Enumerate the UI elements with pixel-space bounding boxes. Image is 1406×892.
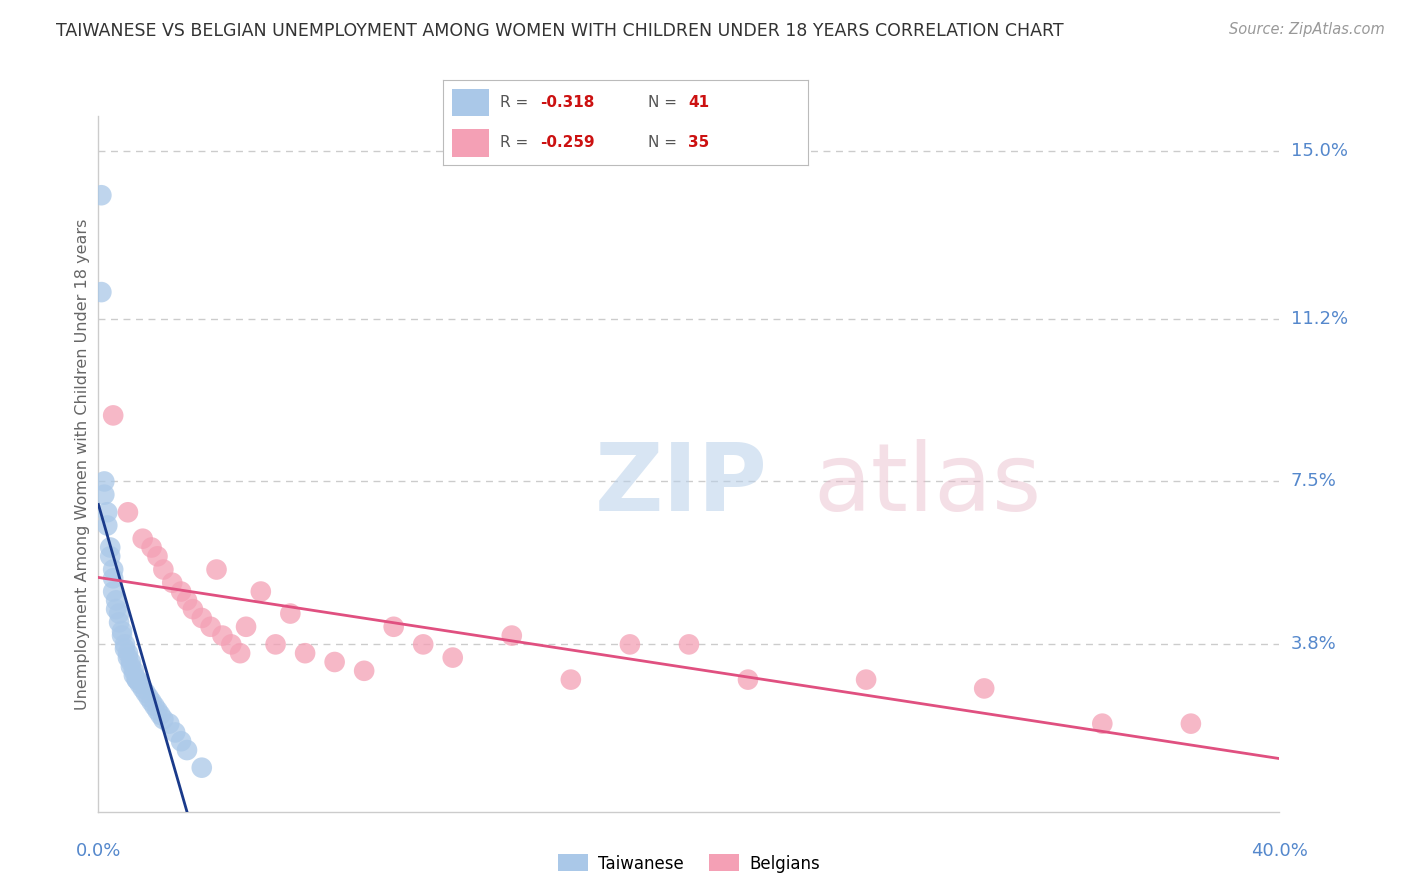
Point	[128, 677, 150, 691]
Point	[146, 703, 169, 717]
Point	[264, 637, 287, 651]
Point	[235, 620, 257, 634]
Point	[211, 629, 233, 643]
Point	[141, 541, 163, 555]
Point	[219, 637, 242, 651]
Point	[103, 409, 125, 423]
Point	[973, 681, 995, 696]
Text: N =: N =	[648, 136, 676, 151]
Point	[122, 668, 145, 682]
Point	[170, 734, 193, 748]
Point	[114, 641, 136, 656]
Point	[152, 712, 174, 726]
Point	[132, 532, 155, 546]
Point	[181, 602, 204, 616]
Text: ZIP: ZIP	[595, 439, 768, 531]
Point	[135, 686, 157, 700]
Legend: Taiwanese, Belgians: Taiwanese, Belgians	[551, 847, 827, 880]
Point	[108, 615, 131, 630]
Point	[90, 285, 112, 299]
Point	[149, 707, 172, 722]
Point	[103, 571, 125, 585]
Point	[103, 562, 125, 576]
Text: 35: 35	[688, 136, 709, 151]
Bar	[453, 129, 489, 157]
Point	[855, 673, 877, 687]
Text: 0.0%: 0.0%	[76, 842, 121, 860]
Point	[122, 664, 145, 678]
Text: 7.5%: 7.5%	[1291, 473, 1337, 491]
Point	[125, 673, 148, 687]
Point	[90, 188, 112, 202]
Point	[105, 602, 128, 616]
Point	[138, 690, 160, 705]
Point	[191, 761, 214, 775]
Text: N =: N =	[648, 95, 676, 110]
Point	[294, 646, 316, 660]
Text: TAIWANESE VS BELGIAN UNEMPLOYMENT AMONG WOMEN WITH CHILDREN UNDER 18 YEARS CORRE: TAIWANESE VS BELGIAN UNEMPLOYMENT AMONG …	[56, 22, 1064, 40]
Y-axis label: Unemployment Among Women with Children Under 18 years: Unemployment Among Women with Children U…	[75, 219, 90, 709]
Point	[191, 611, 214, 625]
Point	[117, 650, 139, 665]
Point	[117, 646, 139, 660]
Text: 15.0%: 15.0%	[1291, 142, 1347, 161]
Point	[132, 681, 155, 696]
Point	[441, 650, 464, 665]
Point	[501, 629, 523, 643]
Point	[152, 562, 174, 576]
Point	[678, 637, 700, 651]
Point	[103, 584, 125, 599]
Point	[98, 541, 121, 555]
Text: R =: R =	[499, 95, 527, 110]
Point	[323, 655, 346, 669]
Point	[146, 549, 169, 564]
Point	[114, 637, 136, 651]
Point	[96, 505, 118, 519]
Point	[176, 593, 198, 607]
Point	[125, 673, 148, 687]
Point	[278, 607, 302, 621]
Bar	[453, 89, 489, 116]
Point	[162, 575, 183, 590]
Point	[170, 584, 193, 599]
Point	[105, 593, 128, 607]
Point	[737, 673, 759, 687]
Point	[205, 562, 228, 576]
Point	[93, 488, 115, 502]
Point	[165, 725, 187, 739]
Point	[1180, 716, 1202, 731]
Point	[117, 505, 139, 519]
Text: R =: R =	[499, 136, 527, 151]
Point	[176, 743, 198, 757]
Text: -0.318: -0.318	[540, 95, 595, 110]
Point	[120, 659, 142, 673]
Text: 11.2%: 11.2%	[1291, 310, 1348, 327]
Point	[229, 646, 252, 660]
Point	[93, 475, 115, 489]
Point	[250, 584, 273, 599]
Point	[96, 518, 118, 533]
Point	[120, 655, 142, 669]
Text: 40.0%: 40.0%	[1251, 842, 1308, 860]
Text: Source: ZipAtlas.com: Source: ZipAtlas.com	[1229, 22, 1385, 37]
Text: -0.259: -0.259	[540, 136, 595, 151]
Text: atlas: atlas	[813, 439, 1042, 531]
Point	[1091, 716, 1114, 731]
Point	[108, 607, 131, 621]
Point	[382, 620, 405, 634]
Point	[157, 716, 180, 731]
Point	[619, 637, 641, 651]
Point	[98, 549, 121, 564]
Point	[111, 624, 134, 639]
Point	[412, 637, 434, 651]
Point	[200, 620, 222, 634]
Point	[141, 695, 163, 709]
Point	[560, 673, 582, 687]
Point	[111, 629, 134, 643]
Point	[353, 664, 375, 678]
Text: 3.8%: 3.8%	[1291, 635, 1336, 653]
Text: 41: 41	[688, 95, 709, 110]
Point	[143, 699, 166, 714]
